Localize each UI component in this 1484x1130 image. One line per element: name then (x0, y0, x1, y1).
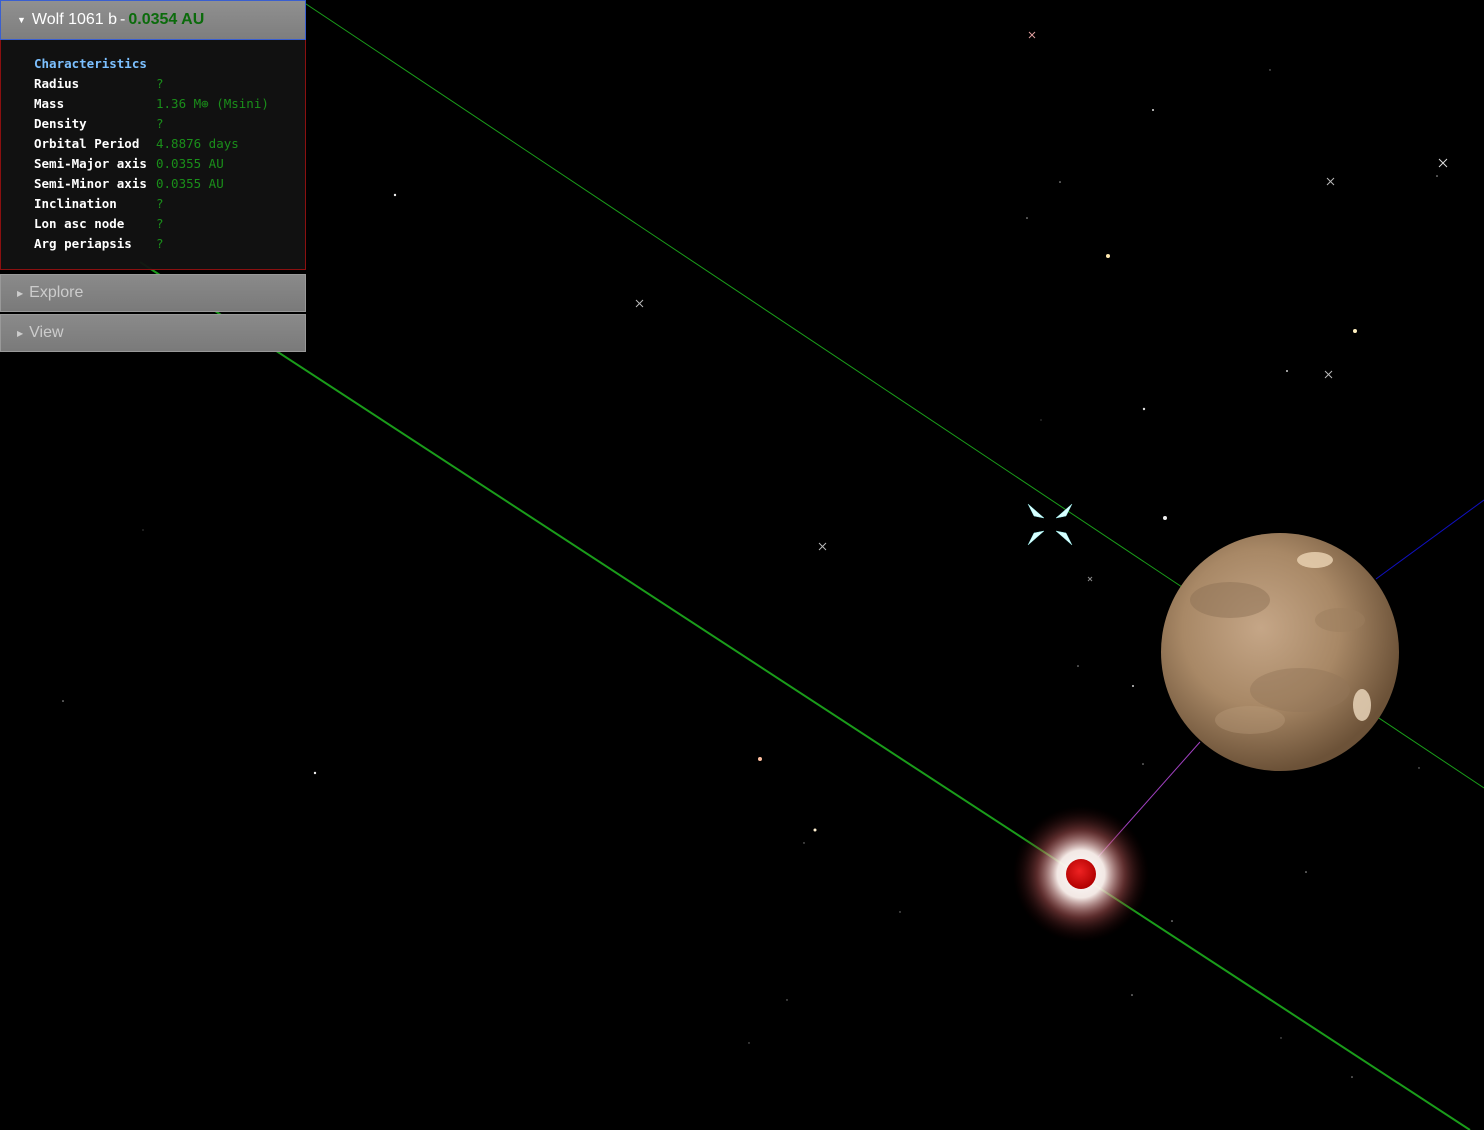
row-value: ? (156, 76, 164, 91)
characteristics-title: Characteristics (34, 56, 147, 71)
caret-right-icon: ▶ (17, 328, 24, 338)
view-panel: ▶ View (0, 314, 306, 352)
row-label: Inclination (34, 196, 117, 211)
view-label: View (29, 324, 64, 341)
row-label: Density (34, 116, 87, 131)
header-separator: - (120, 11, 126, 28)
view-header[interactable]: ▶ View (0, 314, 306, 352)
explore-panel: ▶ Explore (0, 274, 306, 312)
row-radius: Radius ? (34, 76, 305, 96)
row-value: ? (156, 236, 164, 251)
row-inclination: Inclination ? (34, 196, 305, 216)
row-value: 4.8876 days (156, 136, 239, 151)
row-value: 0.0355 AU (156, 156, 224, 171)
planet-axis-line (1375, 499, 1484, 580)
row-density: Density ? (34, 116, 305, 136)
planet-name: Wolf 1061 b (31, 11, 118, 28)
target-reticle-icon (1027, 503, 1073, 546)
planet-details-panel: ▼ Wolf 1061 b - 0.0354 AU Characteristic… (0, 0, 306, 270)
row-value: ? (156, 196, 164, 211)
row-label: Arg periapsis (34, 236, 132, 251)
row-lon-asc-node: Lon asc node ? (34, 216, 305, 236)
star-wolf-1061[interactable] (1013, 806, 1149, 942)
row-mass: Mass 1.36 M⊕ (Msini) (34, 96, 305, 116)
caret-down-icon: ▼ (17, 15, 26, 25)
row-value: 1.36 M⊕ (Msini) (156, 96, 269, 111)
characteristics-body: Characteristics Radius ? Mass 1.36 M⊕ (M… (0, 40, 306, 270)
background-stars (62, 69, 1438, 1078)
planet-wolf-1061-b[interactable] (1161, 533, 1399, 771)
caret-right-icon: ▶ (17, 288, 24, 298)
planet-distance: 0.0354 AU (128, 11, 205, 28)
row-arg-periapsis: Arg periapsis ? (34, 236, 305, 256)
row-label: Semi-Major axis (34, 156, 147, 171)
planet-details-header[interactable]: ▼ Wolf 1061 b - 0.0354 AU (0, 0, 306, 40)
explore-header[interactable]: ▶ Explore (0, 274, 306, 312)
row-label: Semi-Minor axis (34, 176, 147, 191)
row-value: ? (156, 116, 164, 131)
row-label: Orbital Period (34, 136, 140, 151)
system-markers (635, 31, 1448, 582)
row-label: Lon asc node (34, 216, 125, 231)
row-label: Mass (34, 96, 65, 111)
row-semi-major-axis: Semi-Major axis 0.0355 AU (34, 156, 305, 176)
row-label: Radius (34, 76, 80, 91)
explore-label: Explore (29, 284, 84, 301)
row-orbital-period: Orbital Period 4.8876 days (34, 136, 305, 156)
row-value: ? (156, 216, 164, 231)
star-orbit-line (139, 261, 1471, 1130)
row-semi-minor-axis: Semi-Minor axis 0.0355 AU (34, 176, 305, 196)
row-value: 0.0355 AU (156, 176, 224, 191)
